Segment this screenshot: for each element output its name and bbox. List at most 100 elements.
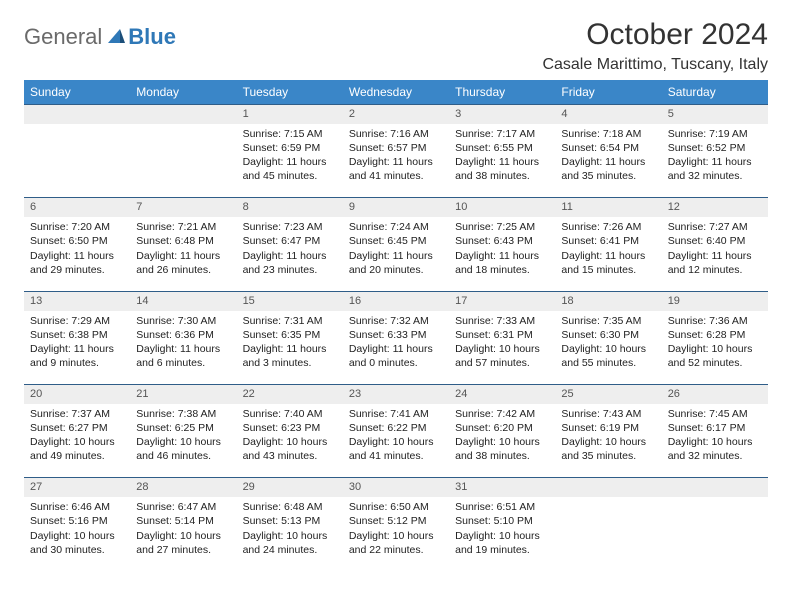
- day-content-cell: Sunrise: 7:32 AMSunset: 6:33 PMDaylight:…: [343, 311, 449, 385]
- sunset-line: Sunset: 5:14 PM: [136, 514, 230, 528]
- day-content-cell: Sunrise: 7:25 AMSunset: 6:43 PMDaylight:…: [449, 217, 555, 291]
- sunrise-line: Sunrise: 6:46 AM: [30, 500, 124, 514]
- daylight-line: Daylight: 11 hours and 29 minutes.: [30, 249, 124, 277]
- daylight-line: Daylight: 10 hours and 49 minutes.: [30, 435, 124, 463]
- day-header: Saturday: [662, 80, 768, 105]
- day-header: Wednesday: [343, 80, 449, 105]
- daylight-line: Daylight: 11 hours and 20 minutes.: [349, 249, 443, 277]
- daylight-line: Daylight: 11 hours and 3 minutes.: [243, 342, 337, 370]
- day-content-cell: [662, 497, 768, 571]
- sunset-line: Sunset: 6:31 PM: [455, 328, 549, 342]
- day-content-cell: [130, 124, 236, 198]
- sunrise-line: Sunrise: 7:30 AM: [136, 314, 230, 328]
- day-number-row: 20212223242526: [24, 385, 768, 404]
- sunrise-line: Sunrise: 7:23 AM: [243, 220, 337, 234]
- day-number-cell: 9: [343, 198, 449, 217]
- day-number-cell: 21: [130, 385, 236, 404]
- day-number-cell: 3: [449, 105, 555, 124]
- day-content-cell: Sunrise: 7:19 AMSunset: 6:52 PMDaylight:…: [662, 124, 768, 198]
- sunrise-line: Sunrise: 7:41 AM: [349, 407, 443, 421]
- day-content-cell: Sunrise: 7:26 AMSunset: 6:41 PMDaylight:…: [555, 217, 661, 291]
- day-number-cell: 2: [343, 105, 449, 124]
- day-header: Monday: [130, 80, 236, 105]
- sunset-line: Sunset: 6:19 PM: [561, 421, 655, 435]
- sunset-line: Sunset: 6:40 PM: [668, 234, 762, 248]
- page-title: October 2024: [542, 18, 768, 52]
- sunrise-line: Sunrise: 7:36 AM: [668, 314, 762, 328]
- sunrise-line: Sunrise: 7:32 AM: [349, 314, 443, 328]
- daylight-line: Daylight: 10 hours and 30 minutes.: [30, 529, 124, 557]
- day-content-cell: Sunrise: 7:43 AMSunset: 6:19 PMDaylight:…: [555, 404, 661, 478]
- sunrise-line: Sunrise: 7:35 AM: [561, 314, 655, 328]
- day-number-cell: 29: [237, 478, 343, 497]
- sunset-line: Sunset: 6:43 PM: [455, 234, 549, 248]
- daylight-line: Daylight: 10 hours and 24 minutes.: [243, 529, 337, 557]
- day-number-cell: 14: [130, 291, 236, 310]
- daylight-line: Daylight: 10 hours and 41 minutes.: [349, 435, 443, 463]
- sunrise-line: Sunrise: 7:17 AM: [455, 127, 549, 141]
- day-number-cell: 5: [662, 105, 768, 124]
- sunrise-line: Sunrise: 6:48 AM: [243, 500, 337, 514]
- sunset-line: Sunset: 6:47 PM: [243, 234, 337, 248]
- daylight-line: Daylight: 11 hours and 6 minutes.: [136, 342, 230, 370]
- day-content-cell: Sunrise: 7:36 AMSunset: 6:28 PMDaylight:…: [662, 311, 768, 385]
- sunrise-line: Sunrise: 7:38 AM: [136, 407, 230, 421]
- sunrise-line: Sunrise: 6:50 AM: [349, 500, 443, 514]
- day-number-cell: 13: [24, 291, 130, 310]
- daylight-line: Daylight: 10 hours and 57 minutes.: [455, 342, 549, 370]
- sunrise-line: Sunrise: 6:47 AM: [136, 500, 230, 514]
- daylight-line: Daylight: 11 hours and 0 minutes.: [349, 342, 443, 370]
- logo-text-blue: Blue: [128, 24, 176, 50]
- day-content-cell: Sunrise: 7:23 AMSunset: 6:47 PMDaylight:…: [237, 217, 343, 291]
- daylight-line: Daylight: 11 hours and 38 minutes.: [455, 155, 549, 183]
- sunrise-line: Sunrise: 7:15 AM: [243, 127, 337, 141]
- day-number-cell: 26: [662, 385, 768, 404]
- daylight-line: Daylight: 10 hours and 27 minutes.: [136, 529, 230, 557]
- sunset-line: Sunset: 5:13 PM: [243, 514, 337, 528]
- sunset-line: Sunset: 6:30 PM: [561, 328, 655, 342]
- sunrise-line: Sunrise: 7:33 AM: [455, 314, 549, 328]
- daylight-line: Daylight: 10 hours and 52 minutes.: [668, 342, 762, 370]
- sunrise-line: Sunrise: 7:20 AM: [30, 220, 124, 234]
- day-number-cell: 16: [343, 291, 449, 310]
- day-content-cell: Sunrise: 7:15 AMSunset: 6:59 PMDaylight:…: [237, 124, 343, 198]
- daylight-line: Daylight: 11 hours and 23 minutes.: [243, 249, 337, 277]
- day-content-cell: Sunrise: 7:30 AMSunset: 6:36 PMDaylight:…: [130, 311, 236, 385]
- day-number-row: 13141516171819: [24, 291, 768, 310]
- sunrise-line: Sunrise: 7:26 AM: [561, 220, 655, 234]
- day-number-cell: 31: [449, 478, 555, 497]
- title-block: October 2024 Casale Marittimo, Tuscany, …: [542, 18, 768, 74]
- daylight-line: Daylight: 11 hours and 45 minutes.: [243, 155, 337, 183]
- day-content-cell: Sunrise: 6:51 AMSunset: 5:10 PMDaylight:…: [449, 497, 555, 571]
- daylight-line: Daylight: 10 hours and 55 minutes.: [561, 342, 655, 370]
- daylight-line: Daylight: 10 hours and 32 minutes.: [668, 435, 762, 463]
- sunrise-line: Sunrise: 7:29 AM: [30, 314, 124, 328]
- day-content-cell: Sunrise: 7:35 AMSunset: 6:30 PMDaylight:…: [555, 311, 661, 385]
- day-number-row: 12345: [24, 105, 768, 124]
- day-number-cell: 27: [24, 478, 130, 497]
- daylight-line: Daylight: 10 hours and 43 minutes.: [243, 435, 337, 463]
- sunrise-line: Sunrise: 7:18 AM: [561, 127, 655, 141]
- header: General Blue October 2024 Casale Maritti…: [24, 18, 768, 74]
- sunset-line: Sunset: 6:22 PM: [349, 421, 443, 435]
- sunrise-line: Sunrise: 7:45 AM: [668, 407, 762, 421]
- sunrise-line: Sunrise: 7:27 AM: [668, 220, 762, 234]
- sunset-line: Sunset: 6:25 PM: [136, 421, 230, 435]
- day-number-cell: 25: [555, 385, 661, 404]
- sunrise-line: Sunrise: 7:42 AM: [455, 407, 549, 421]
- day-number-cell: [130, 105, 236, 124]
- sunset-line: Sunset: 6:57 PM: [349, 141, 443, 155]
- day-content-cell: Sunrise: 7:41 AMSunset: 6:22 PMDaylight:…: [343, 404, 449, 478]
- sunrise-line: Sunrise: 7:40 AM: [243, 407, 337, 421]
- daylight-line: Daylight: 11 hours and 41 minutes.: [349, 155, 443, 183]
- day-number-cell: 19: [662, 291, 768, 310]
- sunset-line: Sunset: 6:48 PM: [136, 234, 230, 248]
- day-content-row: Sunrise: 7:15 AMSunset: 6:59 PMDaylight:…: [24, 124, 768, 198]
- day-content-cell: Sunrise: 7:31 AMSunset: 6:35 PMDaylight:…: [237, 311, 343, 385]
- daylight-line: Daylight: 11 hours and 18 minutes.: [455, 249, 549, 277]
- day-number-cell: [555, 478, 661, 497]
- daylight-line: Daylight: 11 hours and 35 minutes.: [561, 155, 655, 183]
- day-number-cell: 10: [449, 198, 555, 217]
- day-content-cell: Sunrise: 7:27 AMSunset: 6:40 PMDaylight:…: [662, 217, 768, 291]
- calendar-head: SundayMondayTuesdayWednesdayThursdayFrid…: [24, 80, 768, 105]
